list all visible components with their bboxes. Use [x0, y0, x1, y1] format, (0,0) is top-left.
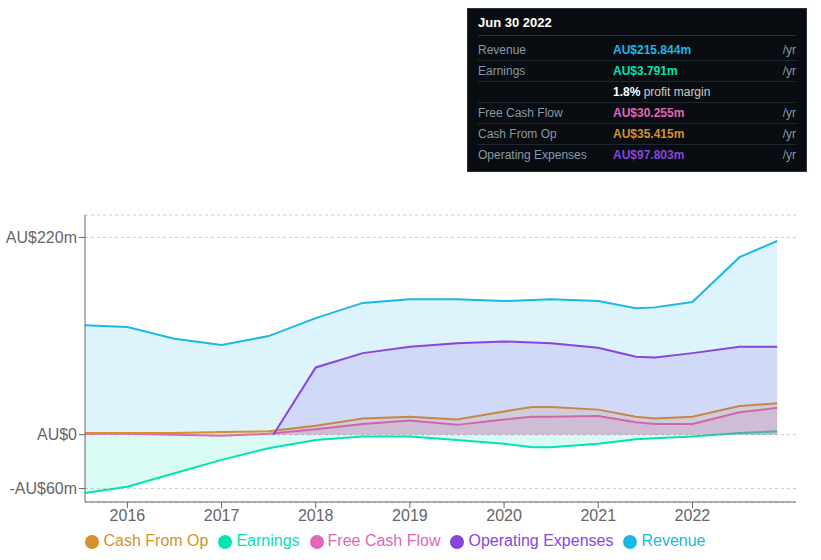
svg-text:AU$0: AU$0 — [37, 426, 77, 443]
svg-text:2018: 2018 — [298, 507, 334, 524]
html-text:AU$97.803m: AU$97.803m — [613, 148, 685, 162]
html-text:1.8% profit margin: 1.8% profit margin — [613, 85, 711, 99]
html-text:AU$3.791m: AU$3.791m — [613, 64, 678, 78]
html-text:/yr: /yr — [782, 106, 796, 120]
svg-text:2017: 2017 — [204, 507, 240, 524]
html-text:AU$35.415m: AU$35.415m — [613, 127, 685, 141]
html-text:Free Cash Flow: Free Cash Flow — [327, 532, 441, 549]
html-text:Operating Expenses: Operating Expenses — [478, 148, 587, 162]
html-text:Earnings: Earnings — [236, 532, 300, 549]
html-text:Earnings: Earnings — [478, 64, 526, 78]
html-text:Jun 30 2022: Jun 30 2022 — [478, 15, 552, 30]
svg-text:2019: 2019 — [392, 507, 428, 524]
html-text:/yr: /yr — [782, 127, 796, 141]
svg-text:2021: 2021 — [580, 507, 616, 524]
html-text:/yr: /yr — [782, 148, 796, 162]
html-text:/yr: /yr — [782, 43, 796, 57]
svg-text:AU$220m: AU$220m — [8, 229, 77, 246]
html-text:Revenue: Revenue — [641, 532, 706, 549]
html-text:AU$30.255m: AU$30.255m — [613, 106, 685, 120]
html-text:AU$215.844m: AU$215.844m — [613, 43, 692, 57]
html-text:Revenue: Revenue — [478, 43, 526, 57]
html-text:Cash From Op: Cash From Op — [478, 127, 557, 141]
svg-text:2016: 2016 — [110, 507, 146, 524]
svg-text:-AU$60m: -AU$60m — [9, 480, 77, 497]
html-text:Cash From Op: Cash From Op — [103, 532, 209, 549]
html-text:Operating Expenses: Operating Expenses — [468, 532, 614, 549]
html-text:Free Cash Flow: Free Cash Flow — [478, 106, 563, 120]
svg-text:2020: 2020 — [486, 507, 522, 524]
svg-text:2022: 2022 — [675, 507, 711, 524]
html-text:/yr: /yr — [782, 64, 796, 78]
